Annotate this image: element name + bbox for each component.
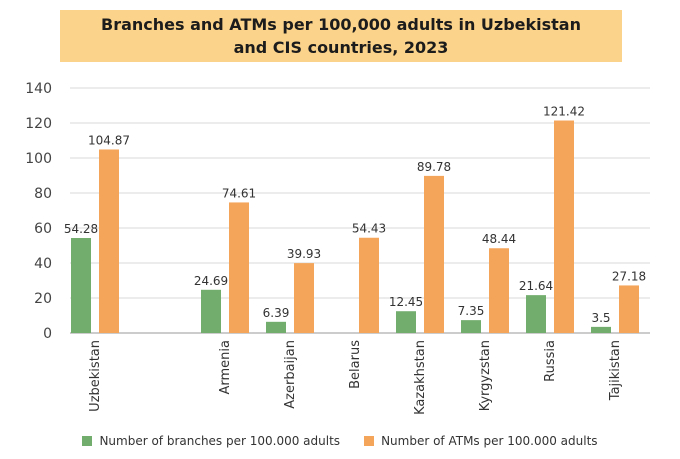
legend-label-atms: Number of ATMs per 100.000 adults <box>381 434 598 448</box>
data-label-atms-armenia: 74.61 <box>222 186 256 200</box>
bar-atms-uzbekistan <box>99 149 119 333</box>
legend-swatch-branches <box>82 436 93 446</box>
y-tick-label-100: 100 <box>25 151 52 167</box>
y-tick-label-80: 80 <box>34 186 52 202</box>
chart-legend: Number of branches per 100.000 adults Nu… <box>0 431 680 451</box>
bar-branches-uzbekistan <box>71 238 91 333</box>
bar-atms-kazakhstan <box>424 175 444 333</box>
data-label-branches-kazakhstan: 12.45 <box>389 295 423 309</box>
bar-branches-kazakhstan <box>396 311 416 333</box>
data-label-branches-azerbaijan: 6.39 <box>263 306 290 320</box>
x-tick-label-kyrgyzstan: Kyrgyzstan <box>478 340 493 411</box>
bar-branches-tajikistan <box>591 326 611 333</box>
bar-atms-russia <box>554 120 574 333</box>
y-tick-label-40: 40 <box>34 256 52 272</box>
data-label-branches-armenia: 24.69 <box>194 274 228 288</box>
y-tick-label-0: 0 <box>43 326 52 342</box>
chart-title: Branches and ATMs per 100,000 adults in … <box>60 10 622 62</box>
bar-branches-kyrgyzstan <box>461 320 481 333</box>
bar-atms-tajikistan <box>619 285 639 333</box>
data-label-atms-uzbekistan: 104.87 <box>88 133 130 147</box>
legend-item-branches: Number of branches per 100.000 adults <box>82 434 340 448</box>
data-label-atms-azerbaijan: 39.93 <box>287 247 321 261</box>
data-label-atms-tajikistan: 27.18 <box>612 269 646 283</box>
bar-atms-armenia <box>229 202 249 333</box>
x-tick-label-russia: Russia <box>543 340 558 382</box>
bar-branches-armenia <box>201 289 221 333</box>
x-tick-label-azerbaijan: Azerbaijan <box>283 340 298 409</box>
data-label-branches-uzbekistan: 54.28 <box>64 222 98 236</box>
legend-swatch-atms <box>364 436 375 446</box>
y-tick-label-60: 60 <box>34 221 52 237</box>
data-label-branches-russia: 21.64 <box>519 279 553 293</box>
x-tick-label-uzbekistan: Uzbekistan <box>88 340 103 412</box>
bar-atms-azerbaijan <box>294 263 314 333</box>
data-label-atms-belarus: 54.43 <box>352 222 386 236</box>
x-tick-label-tajikistan: Tajikistan <box>608 340 623 401</box>
data-label-atms-russia: 121.42 <box>543 105 585 119</box>
chart-title-line-2: and CIS countries, 2023 <box>233 38 449 57</box>
legend-item-atms: Number of ATMs per 100.000 adults <box>364 434 598 448</box>
bar-branches-russia <box>526 295 546 333</box>
bar-branches-azerbaijan <box>266 321 286 333</box>
bar-atms-kyrgyzstan <box>489 248 509 333</box>
y-tick-label-20: 20 <box>34 291 52 307</box>
x-tick-label-belarus: Belarus <box>348 340 363 389</box>
chart-title-line-1: Branches and ATMs per 100,000 adults in … <box>101 15 581 34</box>
x-tick-label-armenia: Armenia <box>218 340 233 395</box>
data-label-atms-kazakhstan: 89.78 <box>417 160 451 174</box>
data-label-branches-kyrgyzstan: 7.35 <box>458 304 485 318</box>
x-tick-label-kazakhstan: Kazakhstan <box>413 340 428 415</box>
data-label-branches-tajikistan: 3.5 <box>591 311 610 325</box>
y-tick-label-120: 120 <box>25 116 52 132</box>
data-label-atms-kyrgyzstan: 48.44 <box>482 232 516 246</box>
bar-atms-belarus <box>359 237 379 333</box>
y-tick-label-140: 140 <box>25 81 52 97</box>
legend-label-branches: Number of branches per 100.000 adults <box>99 434 341 448</box>
